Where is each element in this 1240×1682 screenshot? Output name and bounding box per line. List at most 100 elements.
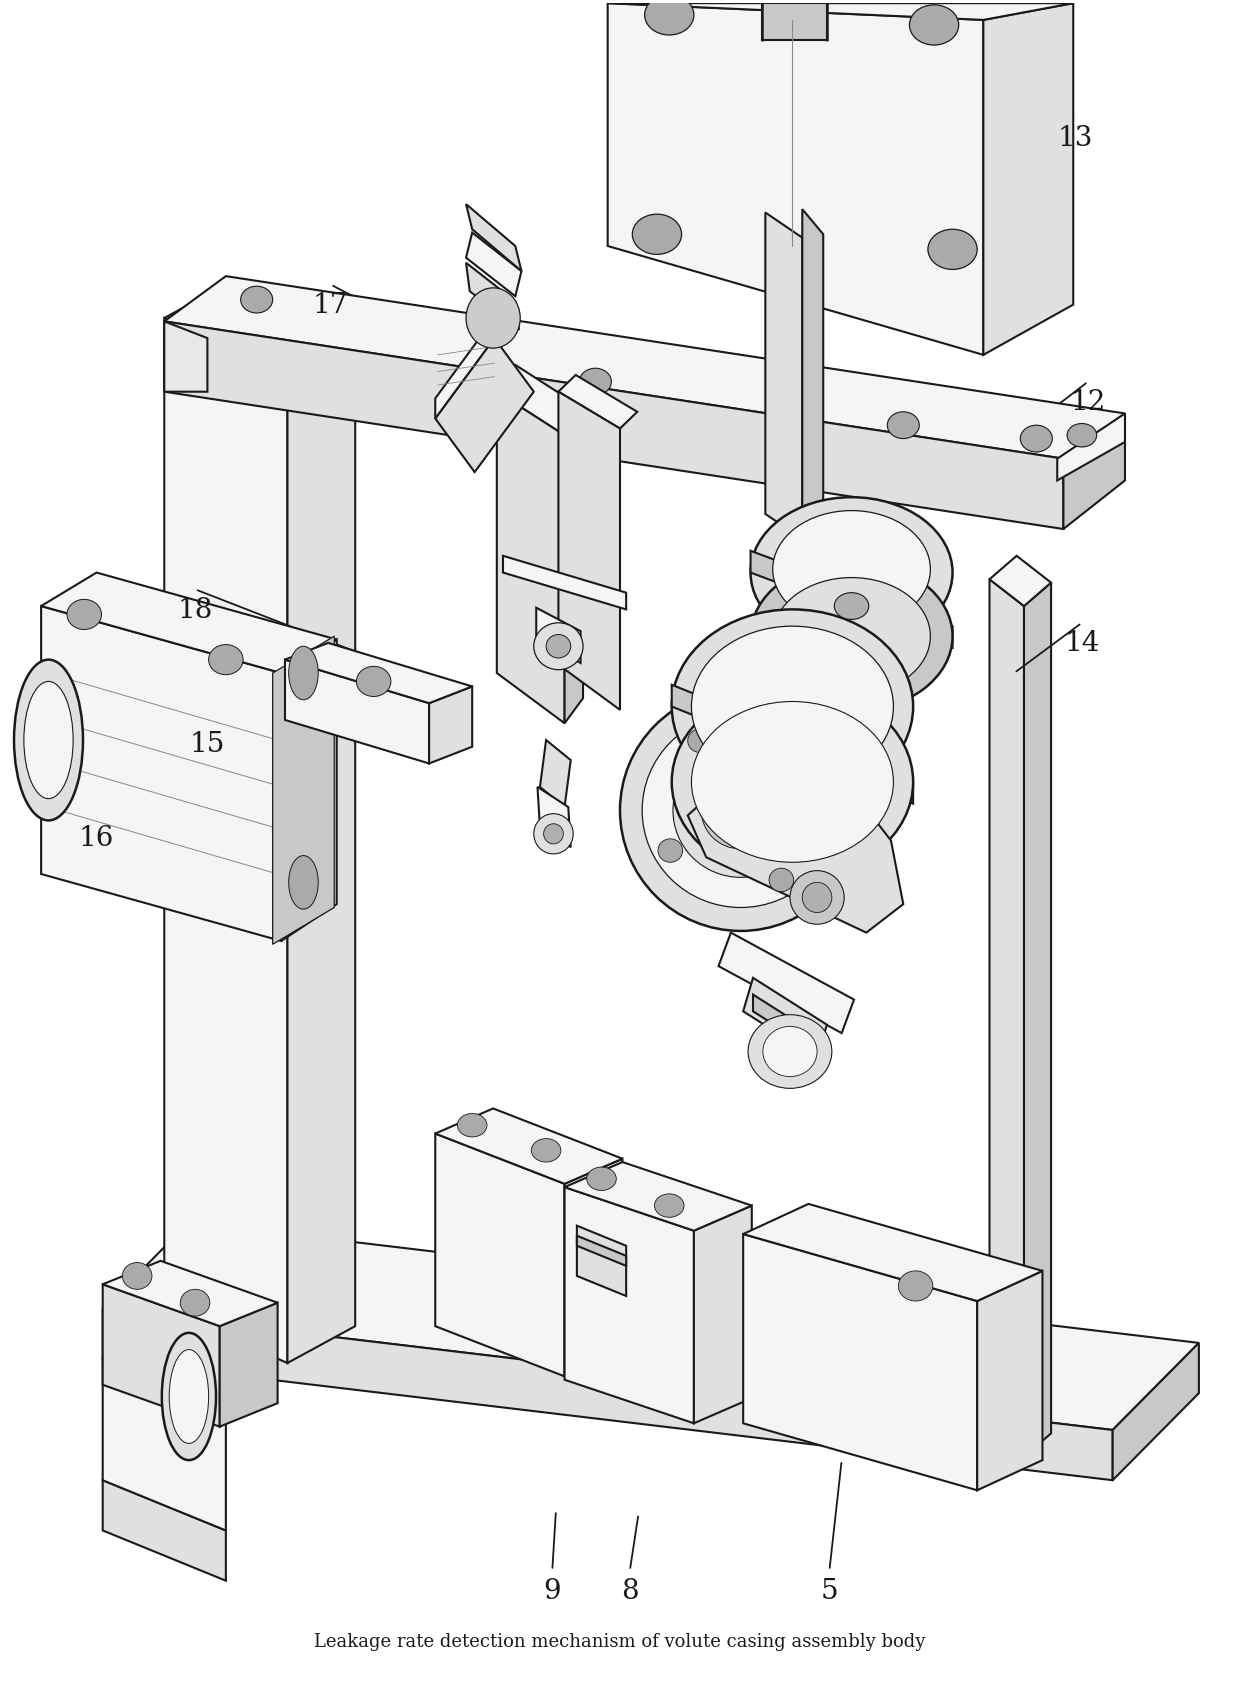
Ellipse shape <box>587 1167 616 1191</box>
Ellipse shape <box>673 743 808 878</box>
Text: 14: 14 <box>1064 631 1100 658</box>
Polygon shape <box>285 644 472 703</box>
Polygon shape <box>750 552 952 649</box>
Ellipse shape <box>750 498 952 649</box>
Polygon shape <box>718 934 854 1033</box>
Polygon shape <box>743 1204 1043 1302</box>
Ellipse shape <box>642 713 839 908</box>
Ellipse shape <box>169 1349 208 1443</box>
Polygon shape <box>164 320 288 1362</box>
Ellipse shape <box>799 759 823 782</box>
Polygon shape <box>539 740 570 807</box>
Polygon shape <box>990 557 1052 607</box>
Ellipse shape <box>632 215 682 256</box>
Ellipse shape <box>14 661 83 821</box>
Polygon shape <box>497 365 583 436</box>
Polygon shape <box>103 1262 278 1327</box>
Ellipse shape <box>645 0 694 35</box>
Ellipse shape <box>241 288 273 315</box>
Polygon shape <box>688 765 903 934</box>
Ellipse shape <box>692 701 894 863</box>
Polygon shape <box>694 1206 751 1423</box>
Ellipse shape <box>356 668 391 696</box>
Text: 12: 12 <box>1070 389 1106 415</box>
Ellipse shape <box>658 839 683 863</box>
Polygon shape <box>503 557 626 611</box>
Ellipse shape <box>533 624 583 671</box>
Ellipse shape <box>458 1113 487 1137</box>
Ellipse shape <box>672 685 913 880</box>
Ellipse shape <box>688 730 712 754</box>
Ellipse shape <box>67 600 102 631</box>
Text: 8: 8 <box>621 1578 639 1605</box>
Polygon shape <box>285 661 429 764</box>
Polygon shape <box>577 1226 626 1297</box>
Polygon shape <box>497 392 564 723</box>
Ellipse shape <box>672 611 913 804</box>
Polygon shape <box>164 323 1064 530</box>
Polygon shape <box>103 1223 1199 1430</box>
Polygon shape <box>564 409 583 723</box>
Polygon shape <box>977 1272 1043 1490</box>
Polygon shape <box>537 787 570 848</box>
Ellipse shape <box>888 412 919 439</box>
Polygon shape <box>429 686 472 764</box>
Ellipse shape <box>180 1290 210 1317</box>
Text: 15: 15 <box>190 730 226 757</box>
Polygon shape <box>672 685 913 804</box>
Ellipse shape <box>773 511 930 629</box>
Polygon shape <box>577 1236 626 1267</box>
Ellipse shape <box>898 1272 932 1302</box>
Ellipse shape <box>208 646 243 674</box>
Ellipse shape <box>802 883 832 913</box>
Polygon shape <box>761 3 827 40</box>
Ellipse shape <box>289 648 319 700</box>
Polygon shape <box>1112 1344 1199 1480</box>
Text: 16: 16 <box>79 824 114 851</box>
Polygon shape <box>103 1285 219 1426</box>
Ellipse shape <box>750 562 952 711</box>
Polygon shape <box>435 1108 622 1184</box>
Polygon shape <box>466 264 520 331</box>
Ellipse shape <box>702 772 780 849</box>
Polygon shape <box>564 1159 622 1376</box>
Polygon shape <box>765 214 802 540</box>
Polygon shape <box>164 283 355 372</box>
Polygon shape <box>435 320 495 419</box>
Ellipse shape <box>289 856 319 910</box>
Ellipse shape <box>531 1139 560 1162</box>
Ellipse shape <box>835 594 869 621</box>
Ellipse shape <box>546 636 570 659</box>
Polygon shape <box>466 234 522 298</box>
Polygon shape <box>608 3 1074 20</box>
Ellipse shape <box>763 1026 817 1076</box>
Polygon shape <box>103 1359 226 1531</box>
Polygon shape <box>435 338 533 473</box>
Ellipse shape <box>769 868 794 891</box>
Polygon shape <box>743 1235 977 1490</box>
Polygon shape <box>281 641 337 942</box>
Ellipse shape <box>543 824 563 844</box>
Polygon shape <box>753 996 827 1058</box>
Ellipse shape <box>466 289 521 348</box>
Polygon shape <box>288 335 355 1362</box>
Text: 18: 18 <box>177 597 213 624</box>
Ellipse shape <box>928 230 977 271</box>
Polygon shape <box>1064 414 1125 530</box>
Polygon shape <box>558 375 637 429</box>
Polygon shape <box>103 1310 1112 1480</box>
Ellipse shape <box>655 1194 684 1218</box>
Polygon shape <box>103 1480 226 1581</box>
Ellipse shape <box>161 1334 216 1460</box>
Text: 9: 9 <box>543 1578 560 1605</box>
Ellipse shape <box>1021 426 1053 452</box>
Ellipse shape <box>692 627 894 787</box>
Polygon shape <box>802 210 823 540</box>
Polygon shape <box>1024 584 1052 1457</box>
Polygon shape <box>743 979 827 1058</box>
Text: 17: 17 <box>312 293 348 320</box>
Polygon shape <box>219 1304 278 1426</box>
Ellipse shape <box>909 5 959 45</box>
Polygon shape <box>564 1187 694 1423</box>
Ellipse shape <box>533 814 573 854</box>
